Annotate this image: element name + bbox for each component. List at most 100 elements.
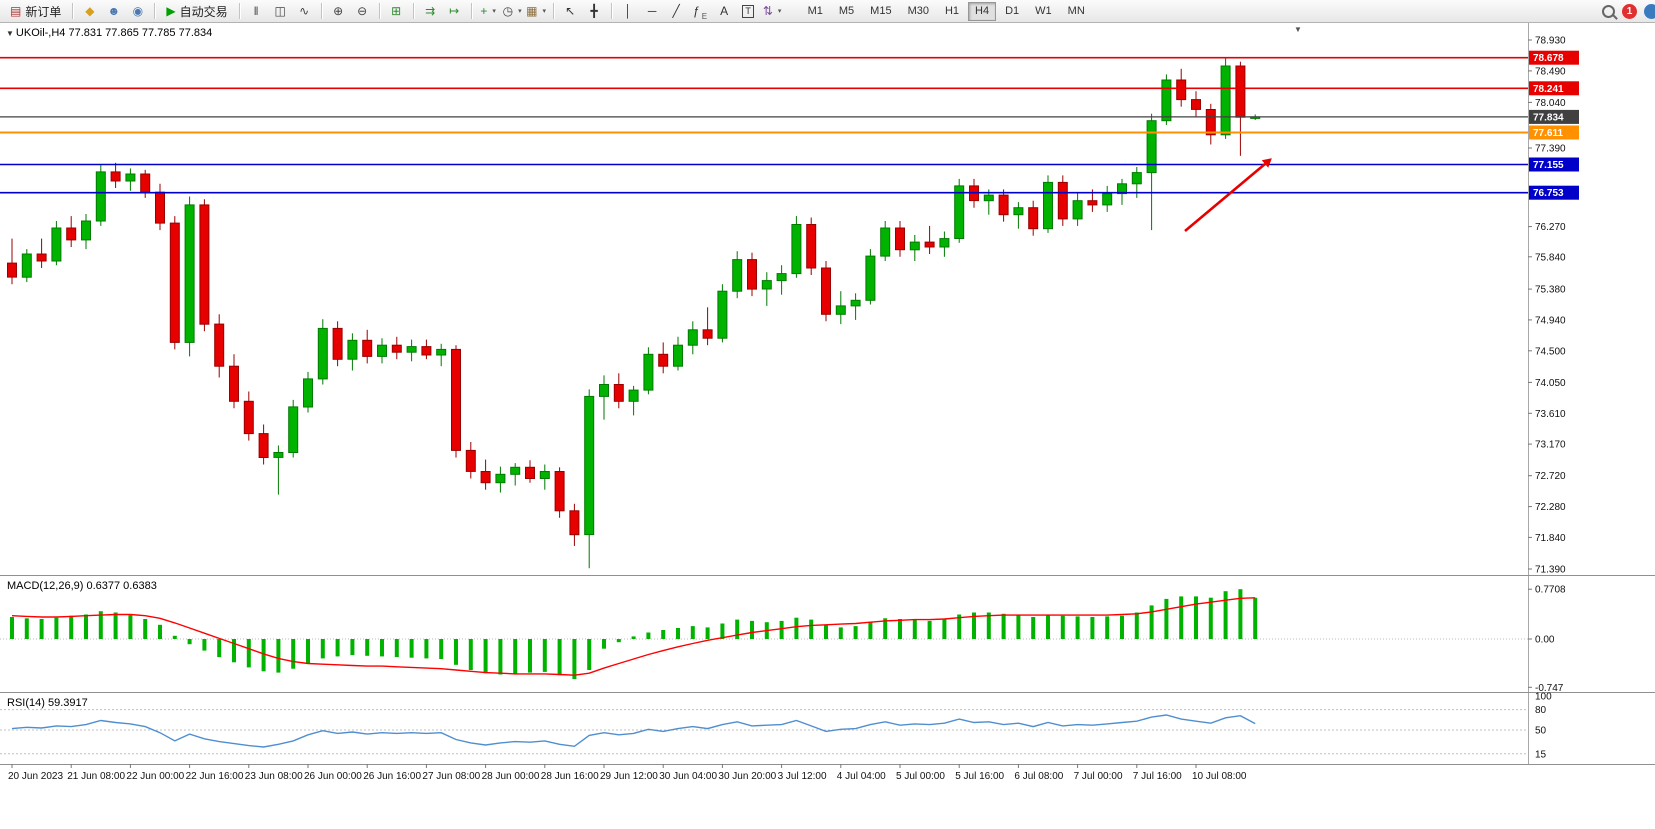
timeframe-mn[interactable]: MN <box>1067 5 1085 17</box>
candle-body <box>273 452 284 458</box>
cursor-icon[interactable]: ↖ <box>559 1 582 22</box>
candlestick-chart-icon[interactable]: ◫ <box>269 1 292 22</box>
macd-histogram-bar <box>276 639 281 673</box>
candle-body <box>806 224 817 269</box>
macd-histogram-bar <box>1120 615 1124 639</box>
autotrading-button-label: 自动交易 <box>179 4 228 19</box>
timeframe-m30[interactable]: M30 <box>907 5 929 17</box>
candle-body <box>229 365 239 402</box>
vertical-line-icon[interactable]: │ <box>617 1 640 22</box>
timeframe-m15[interactable]: M15 <box>870 5 892 17</box>
candle-body <box>599 384 609 397</box>
candle-body <box>1205 109 1216 136</box>
time-axis-label: 7 Jul 00:00 <box>1074 771 1123 782</box>
autotrading-button[interactable]: ▶ 自动交易 <box>160 1 233 22</box>
macd-histogram-bar <box>1179 596 1184 639</box>
text-icon: A <box>720 4 729 18</box>
trend-arrow[interactable] <box>1184 163 1266 232</box>
search-icon[interactable] <box>1602 4 1615 18</box>
candle-body <box>732 259 743 292</box>
macd-histogram-bar <box>720 623 725 639</box>
zoom-out-icon[interactable]: ⊖ <box>351 1 374 22</box>
timeframe-m5[interactable]: M5 <box>838 5 855 17</box>
candle-body <box>377 344 387 357</box>
candle-body <box>628 389 639 402</box>
timeframe-h1[interactable]: H1 <box>944 5 960 17</box>
arrows-icon: ⇅ <box>762 4 773 18</box>
zoom-in-icon[interactable]: ⊕ <box>327 1 350 22</box>
macd-histogram-bar <box>113 612 118 639</box>
tile-windows-icon[interactable]: ⊞ <box>385 1 408 22</box>
price-badge-label: 76.753 <box>1533 188 1564 199</box>
chart-shift-marker[interactable]: ▼ <box>1294 25 1302 34</box>
new-chart-button[interactable]: + ▾ <box>477 1 500 22</box>
line-chart-icon[interactable]: ∿ <box>293 1 316 22</box>
candle-body <box>1117 183 1127 195</box>
wallet-icon[interactable]: ◆ <box>78 1 101 22</box>
timeframe-d1[interactable]: D1 <box>1005 5 1020 17</box>
label-icon[interactable]: T <box>737 1 760 22</box>
timeframe-w1[interactable]: W1 <box>1035 5 1052 17</box>
y-axis-label: 78.930 <box>1535 36 1566 47</box>
candle-body <box>924 241 935 248</box>
macd-histogram-bar <box>616 639 621 643</box>
y-axis-label: 76.270 <box>1535 222 1566 233</box>
time-axis-label: 28 Jun 16:00 <box>541 771 599 782</box>
chart-shift-icon[interactable]: ↦ <box>443 1 466 22</box>
timeframe-m1[interactable]: M1 <box>807 5 823 17</box>
profile-icon[interactable]: ☻ <box>102 1 125 22</box>
macd-histogram-bar <box>1105 616 1110 639</box>
chart-area[interactable]: 78.678 78.241 77.834 77.611 77.155 76.753 78.9… <box>0 23 1655 829</box>
macd-histogram-bar <box>1208 597 1213 639</box>
arrows-icon[interactable]: ⇅ ▾ <box>761 1 784 22</box>
macd-histogram-bar <box>232 639 236 663</box>
macd-histogram-bar <box>498 639 503 675</box>
candle-body <box>954 185 965 239</box>
macd-histogram-bar <box>942 619 947 639</box>
auto-scroll-icon[interactable]: ⇉ <box>419 1 442 22</box>
candlestick-chart-icon: ◫ <box>274 4 286 18</box>
y-axis-label: 71.390 <box>1535 565 1566 576</box>
rsi-axis-label: 50 <box>1535 726 1547 737</box>
community-icon[interactable]: ◉ <box>126 1 149 22</box>
time-axis-label: 4 Jul 04:00 <box>837 771 886 782</box>
bar-chart-icon[interactable]: ‖ <box>245 1 268 22</box>
candle-body <box>865 255 876 301</box>
macd-histogram-bar <box>883 618 888 639</box>
macd-axis-label: 0.7708 <box>1535 585 1566 596</box>
candle-body <box>850 299 861 307</box>
trendline-icon[interactable]: ╱ <box>665 1 688 22</box>
macd-histogram-bar <box>483 639 488 674</box>
macd-histogram-bar <box>98 611 103 639</box>
notification-badge[interactable]: 1 <box>1622 3 1637 19</box>
macd-histogram-bar <box>1031 617 1036 639</box>
macd-histogram-bar <box>54 617 59 639</box>
text-icon[interactable]: A <box>713 1 736 22</box>
macd-histogram-bar <box>853 626 858 639</box>
new-order-button[interactable]: ▤ 新订单 <box>4 1 67 22</box>
macd-histogram-bar <box>646 632 651 639</box>
macd-histogram-bar <box>868 621 873 639</box>
macd-histogram-bar <box>246 639 251 668</box>
macd-histogram-bar <box>1164 598 1169 639</box>
period-button[interactable]: ◷ ▾ <box>501 1 524 22</box>
candle-body <box>303 378 313 408</box>
toolbar-separator <box>610 3 612 19</box>
candle-body <box>347 339 358 360</box>
candle-body <box>791 224 802 275</box>
time-axis-label: 10 Jul 08:00 <box>1192 771 1247 782</box>
crosshair-icon[interactable]: ╋ <box>583 1 606 22</box>
macd-histogram-bar <box>291 639 296 669</box>
template-button[interactable]: ▦ ▾ <box>525 1 548 22</box>
trendline-icon: ╱ <box>672 4 680 18</box>
price-badge-label: 78.241 <box>1533 84 1564 95</box>
horizontal-line-icon[interactable]: ─ <box>641 1 664 22</box>
price-badge-label: 77.834 <box>1533 112 1564 123</box>
candle-body <box>1131 172 1142 185</box>
toolbar-button-group: ▤ 新订单 ◆ ☻ ◉ ▶ 自动交易 ‖ ◫ ∿ ⊕ ⊖ ⊞ ⇉ ↦ + ▾ ◷ ▾ ▦ ▾ ↖ ╋ │ ─ ╱ ƒ E A T ⇅ ▾ <box>4 1 784 22</box>
info-icon[interactable] <box>1644 3 1655 19</box>
candle-body <box>36 253 47 262</box>
macd-histogram-bar <box>794 617 799 639</box>
timeframe-h4[interactable]: H4 <box>968 1 997 21</box>
